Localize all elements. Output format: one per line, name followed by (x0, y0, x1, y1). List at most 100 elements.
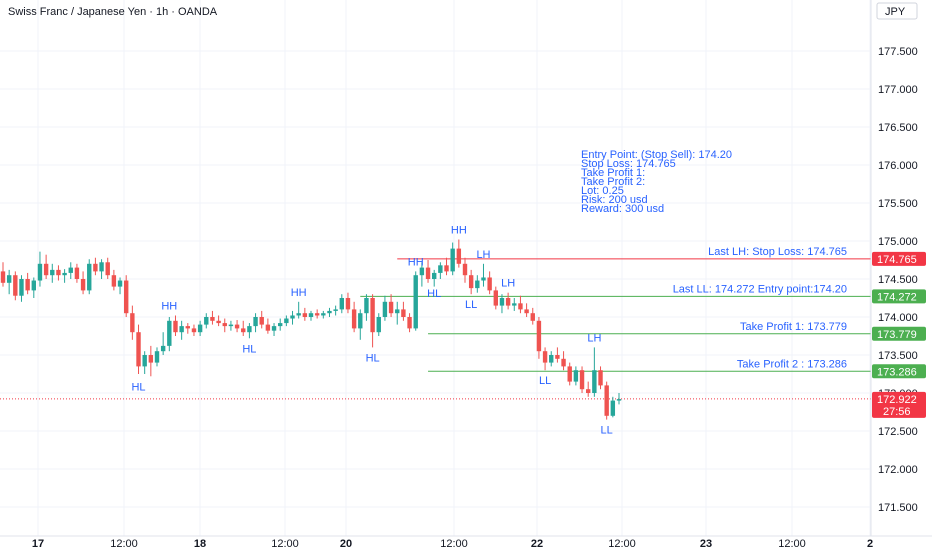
candle (616, 393, 622, 405)
candle (99, 259, 104, 279)
candle (136, 324, 141, 374)
candle (401, 301, 406, 321)
grid (0, 0, 871, 536)
swing-label: LL (539, 375, 551, 387)
price-tag: 174.272 (872, 289, 926, 304)
candle (586, 381, 591, 397)
candle (327, 307, 332, 317)
candle (610, 396, 616, 418)
candle (173, 315, 178, 336)
candle (50, 263, 55, 283)
candle (524, 303, 529, 317)
price-tick-label: 175.000 (878, 236, 918, 248)
svg-text:173.779: 173.779 (877, 329, 917, 341)
candle (241, 320, 246, 336)
trade-note-line: Take Profit 1: (581, 167, 645, 179)
candle (124, 275, 129, 317)
time-tick-label: 12:00 (778, 538, 806, 550)
svg-text:174.272: 174.272 (877, 291, 917, 303)
candle (87, 259, 92, 295)
swing-label: LH (587, 332, 601, 344)
candle (388, 294, 394, 317)
candle (598, 366, 603, 390)
candle (462, 257, 468, 283)
candle (592, 347, 597, 397)
time-tick-label: 12:00 (440, 538, 468, 550)
candle (253, 313, 258, 333)
candle (278, 318, 283, 331)
time-tick-label: 23 (700, 538, 712, 550)
time-tick-label: 2 (867, 538, 873, 550)
candle (93, 257, 98, 276)
candle (321, 310, 326, 319)
candle (573, 366, 579, 386)
currency-box[interactable] (876, 2, 918, 20)
candle (542, 347, 548, 371)
candle (567, 362, 572, 386)
candle (493, 286, 498, 310)
candle (333, 305, 338, 316)
candle (111, 269, 117, 291)
candle (247, 323, 252, 339)
candle (234, 320, 240, 333)
svg-text:174.765: 174.765 (877, 254, 917, 266)
candle (6, 269, 12, 295)
candle (222, 318, 227, 333)
price-tick-label: 176.500 (878, 122, 918, 134)
candle (425, 260, 431, 283)
price-tag: 174.765 (872, 251, 926, 266)
time-tick-label: 20 (340, 538, 352, 550)
candle (438, 262, 443, 279)
candle (0, 262, 6, 287)
level-label: Last LH: Stop Loss: 174.765 (708, 246, 847, 258)
time-axis[interactable]: 17 12:00 18 12:00 20 12:00 22 12:00 23 12:00 2 (0, 535, 932, 550)
candle (19, 275, 24, 302)
time-tick-label: 12:00 (110, 538, 138, 550)
candle (80, 271, 86, 295)
swing-label: HH (291, 287, 307, 299)
swing-label: HL (131, 381, 145, 393)
candle (284, 315, 289, 327)
price-tag: 173.286 (872, 364, 926, 379)
candle (148, 345, 154, 377)
candle (185, 323, 190, 334)
candle (265, 318, 271, 334)
candle (382, 295, 388, 321)
candle (536, 317, 542, 359)
candle (475, 275, 480, 293)
candle (432, 269, 437, 287)
candle (370, 294, 375, 348)
swing-label: HL (242, 343, 256, 355)
candle (142, 351, 147, 374)
candle (228, 320, 234, 331)
price-tick-label: 174.000 (878, 312, 918, 324)
level-label: Take Profit 1: 173.779 (740, 321, 847, 333)
currency-label: JPY (885, 6, 906, 18)
candle (204, 313, 209, 329)
candle (271, 323, 277, 336)
candle (518, 295, 523, 314)
swing-label: HH (408, 256, 424, 268)
candle (395, 301, 400, 325)
swing-label: LL (465, 299, 477, 311)
candle (419, 262, 425, 287)
symbol-title[interactable]: Swiss Franc / Japanese Yen · 1h · OANDA (8, 6, 218, 18)
candle (197, 320, 203, 336)
swing-labels: HL HH HL HH HL HH HL HH LH LL LH LL LH LL (131, 224, 612, 436)
candle (117, 277, 123, 295)
price-axis[interactable]: JPY 171.500172.000172.500173.000173.5001… (870, 0, 926, 536)
trade-note-line: Risk: 200 usd (581, 194, 648, 206)
candle (413, 271, 418, 331)
candle (25, 272, 30, 295)
candle (450, 242, 455, 276)
swing-label: LH (476, 249, 490, 261)
candle (345, 292, 351, 314)
candle (339, 294, 344, 314)
candle (37, 251, 43, 287)
candle (62, 269, 67, 283)
price-tick-label: 172.500 (878, 426, 918, 438)
candle (561, 351, 566, 371)
candle (216, 315, 221, 327)
